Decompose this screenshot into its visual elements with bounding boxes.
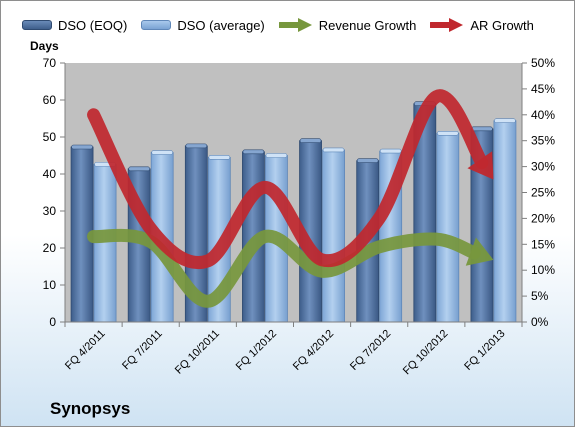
arrowhead-ar-growth xyxy=(467,151,494,180)
bar-cap-dso-eoq--7 xyxy=(471,126,493,132)
bar-dso-average--0 xyxy=(93,163,117,323)
y-tick-label-70: 70 xyxy=(43,56,57,70)
arrowhead-revenue-growth xyxy=(465,237,494,266)
chart-legend: DSO (EOQ) DSO (average) Revenue Growth A… xyxy=(22,14,548,36)
y2-tick-label-8: 40% xyxy=(531,108,555,122)
company-name: Synopsys xyxy=(50,399,131,418)
x-tick-label-4: FQ 4/2012 xyxy=(291,328,336,373)
x-tick-label-5: FQ 7/2012 xyxy=(348,328,393,373)
y-tick-label-0: 0 xyxy=(49,315,56,329)
bar-dso-average--7 xyxy=(493,120,517,323)
bar-cap-dso-average--6 xyxy=(437,131,459,136)
line-ar-growth xyxy=(87,89,489,269)
y-tick-label-50: 50 xyxy=(43,130,57,144)
legend-label-revenue-growth: Revenue Growth xyxy=(318,17,417,33)
bar-dso-average--6 xyxy=(436,132,460,323)
legend-arrow-ar-growth xyxy=(430,18,464,32)
y2-tick-label-10: 50% xyxy=(531,56,555,70)
bar-cap-dso-eoq--4 xyxy=(299,138,322,143)
x-tick-label-7: FQ 1/2013 xyxy=(462,328,507,373)
y2-tick-label-3: 15% xyxy=(531,237,555,251)
legend-item-dso-average: DSO (average) xyxy=(141,17,265,33)
bar-cap-dso-average--1 xyxy=(151,150,173,155)
y2-tick-label-4: 20% xyxy=(531,211,555,225)
y2-tick-label-0: 0% xyxy=(531,315,549,329)
legend-label-ar-growth: AR Growth xyxy=(470,17,534,33)
y-tick-label-40: 40 xyxy=(43,167,57,181)
legend-label-dso-average: DSO (average) xyxy=(177,17,265,33)
bar-cap-dso-eoq--0 xyxy=(71,144,93,150)
bar-cap-dso-eoq--5 xyxy=(356,158,379,163)
y2-tick-label-7: 35% xyxy=(531,134,555,148)
bar-cap-dso-eoq--1 xyxy=(128,166,150,172)
legend-swatch-dso-average xyxy=(141,20,172,30)
x-tick-label-3: FQ 1/2012 xyxy=(234,328,279,373)
x-tick-label-0: FQ 4/2011 xyxy=(63,328,108,373)
y2-tick-label-1: 5% xyxy=(531,289,549,303)
bar-cap-dso-average--3 xyxy=(265,153,288,158)
y-tick-label-30: 30 xyxy=(43,204,57,218)
bar-cap-dso-average--2 xyxy=(208,155,231,160)
y-tick-label-20: 20 xyxy=(43,241,57,255)
bar-cap-dso-eoq--2 xyxy=(185,143,208,149)
bar-dso-average--4 xyxy=(322,149,345,323)
x-tick-label-1: FQ 7/2011 xyxy=(120,328,165,373)
y2-tick-label-5: 25% xyxy=(531,186,555,200)
line-revenue-growth xyxy=(87,228,481,308)
legend-arrow-revenue-growth xyxy=(278,18,312,32)
legend-label-dso-eoq: DSO (EOQ) xyxy=(58,17,128,33)
legend-swatch-dso-eoq xyxy=(22,20,52,30)
x-tick-label-2: FQ 10/2011 xyxy=(173,328,222,377)
bar-cap-dso-average--5 xyxy=(379,148,402,154)
legend-item-revenue-growth: Revenue Growth xyxy=(278,17,417,33)
y-axis-title: Days xyxy=(30,39,59,53)
y2-tick-label-6: 30% xyxy=(531,160,555,174)
legend-item-dso-eoq: DSO (EOQ) xyxy=(22,18,127,33)
y-tick-label-10: 10 xyxy=(43,278,57,292)
y2-tick-label-2: 10% xyxy=(531,263,555,277)
y2-tick-label-9: 45% xyxy=(531,82,555,96)
legend-item-ar-growth: AR Growth xyxy=(430,17,534,33)
y-tick-label-60: 60 xyxy=(43,93,57,107)
bar-cap-dso-eoq--3 xyxy=(242,149,265,155)
x-tick-label-6: FQ 10/2012 xyxy=(401,328,451,378)
bar-cap-dso-average--4 xyxy=(322,147,345,153)
bar-cap-dso-average--7 xyxy=(494,118,516,124)
